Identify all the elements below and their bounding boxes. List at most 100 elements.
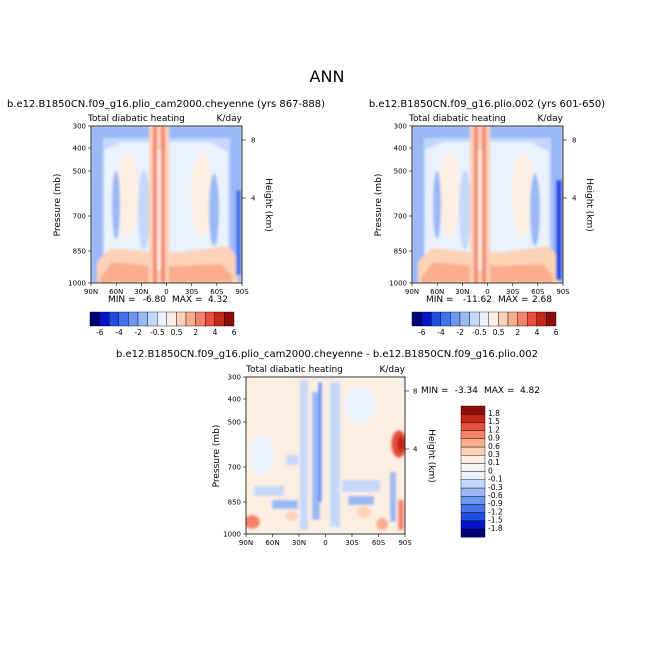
contour-nh-cool-column bbox=[433, 171, 441, 239]
x-tick-label: 0 bbox=[323, 539, 327, 547]
colorbar-label: 0.1 bbox=[488, 458, 500, 467]
y2-tick-label: 4 bbox=[413, 446, 418, 454]
y2-axis-label: Height (km) bbox=[426, 429, 436, 483]
max-label: MAX = bbox=[484, 386, 515, 396]
y-axis-label: Pressure (mb) bbox=[53, 174, 63, 237]
colorbar-swatch bbox=[411, 311, 422, 327]
colorbar-label: -0.5 bbox=[150, 328, 165, 337]
y2-tick-label: 8 bbox=[413, 388, 417, 396]
y-axis: 300 400 500 700 850 1000 Pressure (mb) bbox=[53, 123, 91, 288]
x-tick-label: 30S bbox=[345, 539, 359, 547]
colorbar-label: -0.1 bbox=[488, 475, 503, 484]
contour-low-level-negative bbox=[286, 455, 298, 465]
colorbar-label: -1.5 bbox=[488, 516, 503, 525]
x-axis: 90N 60N 30N 0 30S 60S 90S bbox=[405, 283, 570, 296]
y-tick-label: 400 bbox=[394, 145, 407, 153]
contour-west-band bbox=[412, 130, 424, 283]
colorbar-swatch bbox=[517, 311, 528, 327]
colorbar-swatch bbox=[185, 311, 196, 327]
y2-axis: 8 4 Height (km) bbox=[563, 137, 594, 232]
colorbar-label: 0.3 bbox=[488, 450, 500, 459]
colorbar-label: 0 bbox=[488, 466, 493, 475]
colorbar-label: 0.9 bbox=[488, 434, 500, 443]
contour-negative-column bbox=[330, 382, 340, 527]
max-value: 4.32 bbox=[208, 295, 228, 305]
colorbar: 1.8 1.5 1.2 0.9 0.6 0.3 0.1 0 -0.1 -0.3 … bbox=[460, 405, 503, 538]
contour-west-band bbox=[91, 130, 103, 283]
max-value: 4.82 bbox=[520, 386, 540, 396]
colorbar-label: -0.9 bbox=[488, 499, 503, 508]
x-tick-label: 30N bbox=[134, 288, 148, 296]
y-tick-label: 850 bbox=[73, 248, 86, 256]
contour-negative-column bbox=[300, 380, 308, 530]
contour-nh-warm-lobe bbox=[117, 153, 139, 237]
colorbar-swatch bbox=[460, 520, 486, 530]
y2-axis: 8 4 Height (km) bbox=[242, 137, 273, 232]
y-tick-label: 500 bbox=[394, 168, 407, 176]
min-max-stats: MIN = -3.34 MAX = 4.82 bbox=[421, 386, 540, 396]
colorbar-swatch bbox=[498, 311, 509, 327]
colorbar-swatch bbox=[137, 311, 148, 327]
colorbar-label: 2 bbox=[193, 328, 198, 337]
colorbar: -6 -4 -2 -0.5 0.5 2 4 6 bbox=[89, 311, 237, 337]
y-axis: 300 400 500 700 850 1000 Pressure (mb) bbox=[212, 374, 246, 539]
colorbar-swatch bbox=[460, 471, 486, 481]
contour-polar-positive-core bbox=[397, 436, 405, 452]
contour-surface-positive bbox=[246, 515, 260, 529]
colorbar-swatch bbox=[89, 311, 100, 327]
y-tick-label: 300 bbox=[228, 374, 241, 382]
y-tick-label: 850 bbox=[228, 499, 241, 507]
y-tick-label: 400 bbox=[73, 145, 86, 153]
contour-itcz-south bbox=[482, 126, 486, 283]
units-label: K/day bbox=[217, 114, 243, 124]
contour-sh-cool-column bbox=[209, 174, 219, 246]
colorbar-swatch bbox=[460, 504, 486, 513]
colorbar-swatch bbox=[166, 311, 177, 327]
y2-axis-label: Height (km) bbox=[584, 178, 594, 232]
colorbar-label: 0.5 bbox=[493, 328, 505, 337]
field-label: Total diabatic heating bbox=[408, 114, 506, 124]
colorbar-swatch bbox=[460, 405, 486, 415]
x-tick-label: 30N bbox=[292, 539, 306, 547]
contour-itcz-north bbox=[153, 126, 157, 283]
colorbar-swatch bbox=[460, 446, 486, 456]
y2-tick-label: 8 bbox=[251, 137, 255, 145]
y2-tick-label: 8 bbox=[572, 137, 576, 145]
x-tick-label: 90S bbox=[398, 539, 412, 547]
min-label: MIN = bbox=[421, 386, 449, 396]
contour-subtropic-dip bbox=[459, 170, 471, 250]
field-label: Total diabatic heating bbox=[87, 114, 185, 124]
x-tick-label: 60N bbox=[430, 288, 444, 296]
min-value: -11.62 bbox=[463, 295, 492, 305]
colorbar-swatches bbox=[89, 311, 235, 327]
heatmap-field bbox=[246, 377, 405, 534]
colorbar-label: 4 bbox=[535, 328, 540, 337]
x-tick-label: 30S bbox=[506, 288, 520, 296]
contour-subtropic-dip bbox=[138, 170, 150, 250]
contour-surface-positive bbox=[286, 511, 298, 521]
field-label: Total diabatic heating bbox=[245, 365, 343, 375]
y-tick-label: 700 bbox=[228, 464, 241, 472]
min-max-stats: MIN = -11.62 MAX = 2.68 bbox=[426, 295, 552, 305]
contour-weak-negative bbox=[344, 387, 376, 423]
colorbar-label: -2 bbox=[456, 328, 464, 337]
colorbar-swatch bbox=[507, 311, 518, 327]
colorbar-swatch bbox=[460, 496, 486, 505]
y-axis-label: Pressure (mb) bbox=[374, 174, 384, 237]
colorbar-swatch bbox=[460, 430, 486, 440]
colorbar-swatch bbox=[118, 311, 129, 327]
min-label: MIN = bbox=[426, 295, 454, 305]
colorbar-label: -2 bbox=[134, 328, 142, 337]
x-tick-label: 30S bbox=[185, 288, 199, 296]
x-axis: 90N 60N 30N 0 30S 60S 90S bbox=[239, 534, 412, 547]
contour-low-level-negative bbox=[348, 496, 374, 505]
colorbar-swatch bbox=[128, 311, 139, 327]
colorbar-label: -4 bbox=[115, 328, 123, 337]
panel-difference: b.e12.B1850CN.f09_g16.plio_cam2000.cheye… bbox=[116, 349, 540, 547]
min-max-stats: MIN = -6.80 MAX = 4.32 bbox=[108, 295, 228, 305]
contour-itcz-north bbox=[474, 126, 478, 283]
colorbar-swatches bbox=[411, 311, 557, 327]
contour-sh-warm-lobe bbox=[191, 153, 213, 237]
contour-polar-surface-positive bbox=[398, 500, 404, 530]
